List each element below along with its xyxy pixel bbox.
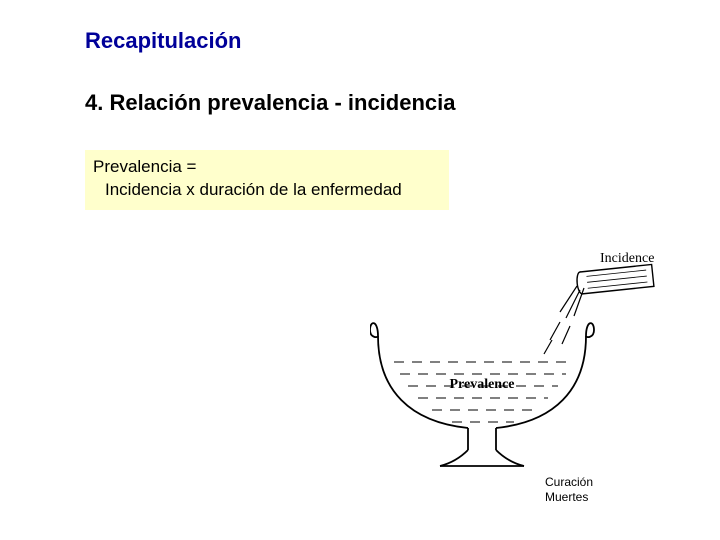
inflow-stream-icon (544, 286, 584, 354)
section-heading: 4. Relación prevalencia - incidencia (85, 90, 456, 116)
outflow-labels: Curación Muertes (545, 475, 593, 505)
prevalence-bowl-icon (370, 323, 594, 466)
diagram-svg: Incidence (370, 240, 660, 470)
incidence-label: Incidence (600, 251, 654, 266)
outflow-label-curacion: Curación (545, 475, 593, 490)
prevalence-label: Prevalence (449, 377, 514, 392)
formula-box: Prevalencia = Incidencia x duración de l… (85, 150, 449, 210)
formula-line-1: Prevalencia = (93, 156, 441, 179)
slide: Recapitulación 4. Relación prevalencia -… (0, 0, 720, 540)
formula-line-2: Incidencia x duración de la enfermedad (93, 179, 441, 202)
prevalence-bowl-diagram: Incidence (370, 240, 660, 470)
incidence-pipe-icon (576, 264, 654, 294)
outflow-label-muertes: Muertes (545, 490, 593, 505)
slide-title: Recapitulación (85, 28, 241, 54)
